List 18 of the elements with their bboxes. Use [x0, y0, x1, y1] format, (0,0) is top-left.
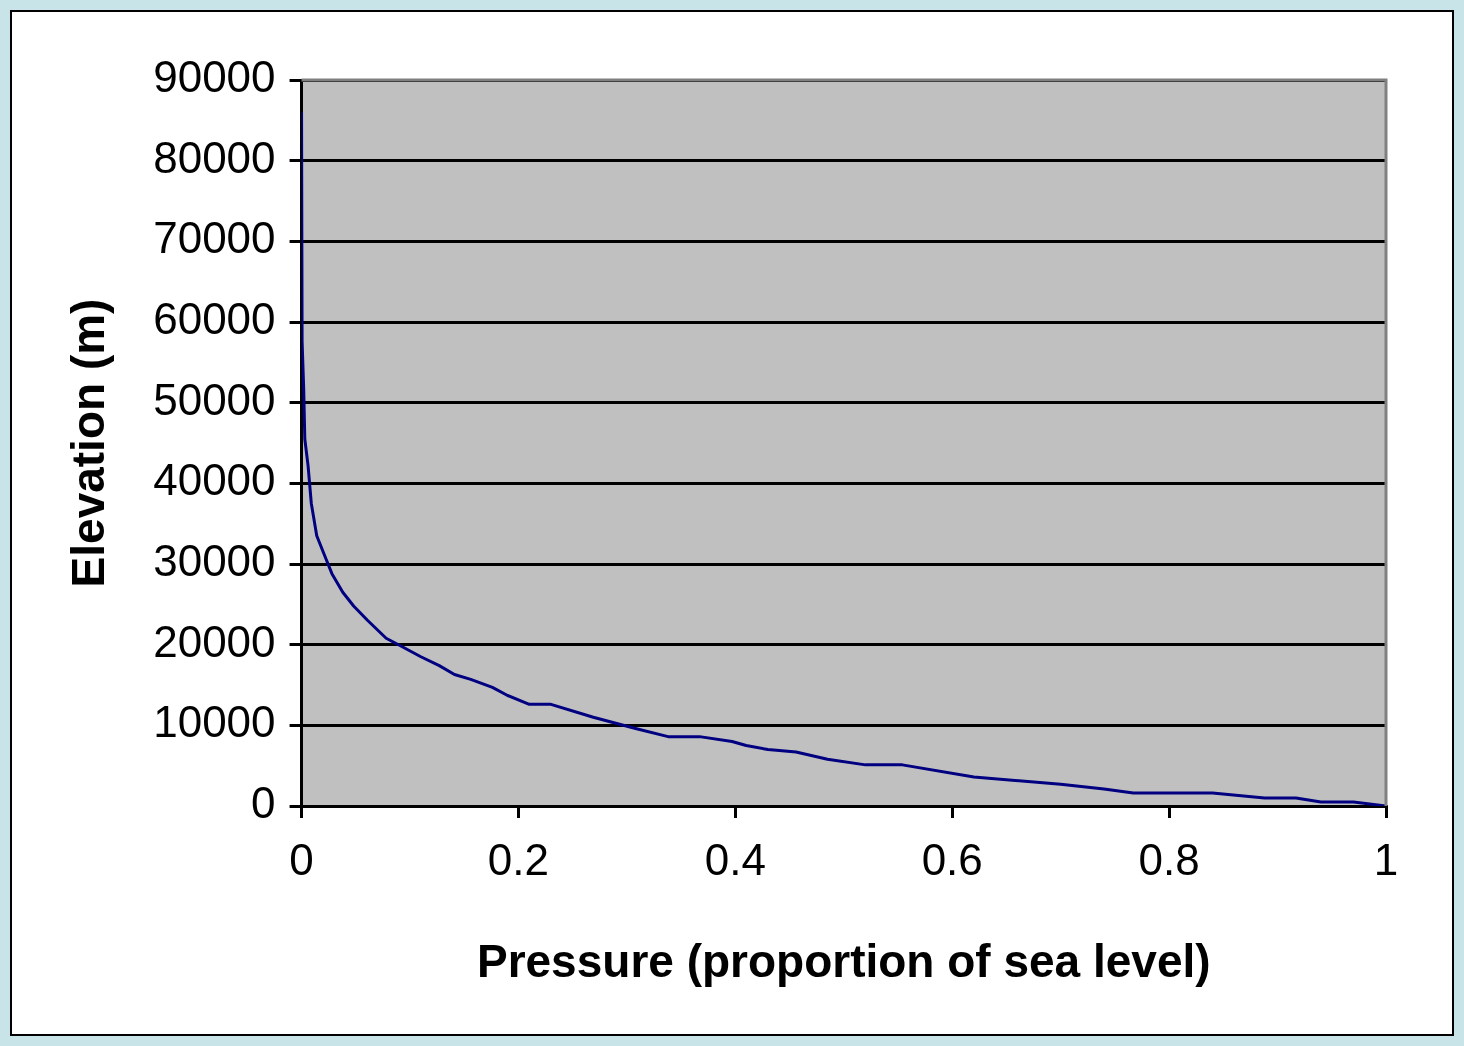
x-tick-label: 0.4: [704, 834, 766, 884]
y-tick-label: 30000: [153, 536, 276, 586]
x-tick-label: 1: [1373, 834, 1399, 884]
y-tick-label: 80000: [153, 132, 276, 182]
y-tick-label: 90000: [153, 52, 276, 102]
y-tick-label: 10000: [153, 697, 276, 747]
x-tick-label: 0.6: [921, 834, 983, 884]
y-tick-label: 0: [251, 778, 276, 828]
y-tick-label: 20000: [153, 616, 276, 666]
y-tick-label: 60000: [153, 294, 276, 344]
y-tick-label: 50000: [153, 374, 276, 424]
y-tick-label: 40000: [153, 455, 276, 505]
y-axis-title: Elevation (m): [62, 298, 115, 588]
y-tick-label: 70000: [153, 213, 276, 263]
x-tick-label: 0.8: [1138, 834, 1200, 884]
x-axis-title: Pressure (proportion of sea level): [476, 935, 1211, 988]
x-tick-label: 0.2: [487, 834, 550, 884]
x-tick-label: 0: [289, 834, 314, 884]
